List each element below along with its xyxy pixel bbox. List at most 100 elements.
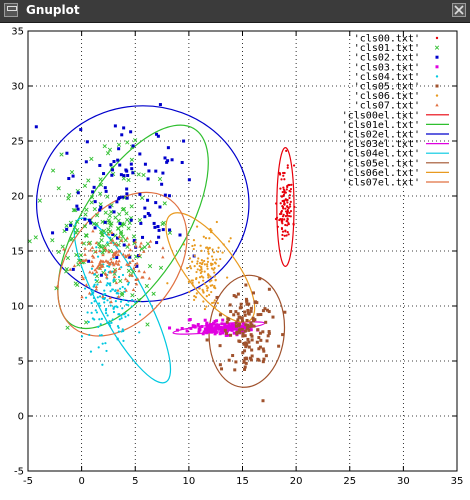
point-cls01txt (60, 153, 64, 157)
point-cls06txt (230, 237, 232, 239)
point-cls05txt (259, 313, 262, 316)
point-cls02txt (158, 229, 161, 232)
point-cls04txt (91, 268, 93, 270)
point-cls00txt (281, 238, 283, 240)
point-cls04txt (94, 279, 96, 281)
point-cls04txt (92, 290, 94, 292)
point-cls01txt (122, 177, 126, 181)
point-cls02txt (132, 144, 135, 147)
point-cls04txt (99, 295, 101, 297)
point-cls07txt (124, 277, 127, 280)
point-cls04txt (109, 325, 111, 327)
point-cls05txt (238, 316, 241, 319)
point-cls05txt (237, 324, 240, 327)
point-cls01txt (161, 222, 165, 226)
point-cls04txt (103, 298, 105, 300)
point-cls05txt (241, 319, 244, 322)
point-cls04txt (86, 311, 88, 313)
point-cls05txt (250, 333, 253, 336)
point-cls07txt (88, 270, 91, 273)
point-cls04txt (127, 300, 129, 302)
point-cls06txt (192, 282, 194, 284)
point-cls06txt (226, 276, 228, 278)
point-cls05txt (262, 399, 265, 402)
point-cls02txt (109, 163, 112, 166)
point-cls01txt (125, 141, 129, 145)
x-tick-label: 35 (451, 476, 464, 487)
point-cls05txt (281, 333, 284, 336)
point-cls05txt (234, 360, 237, 363)
point-cls07txt (91, 264, 94, 267)
point-cls04txt (106, 241, 108, 243)
point-cls03txt (210, 327, 213, 330)
point-cls04txt (103, 290, 105, 292)
point-cls04txt (134, 301, 136, 303)
point-cls05txt (245, 300, 248, 303)
point-cls05txt (238, 328, 241, 331)
point-cls06txt (188, 281, 190, 283)
point-cls01txt (99, 178, 103, 182)
point-cls02txt (102, 172, 105, 175)
point-cls02txt (112, 160, 115, 163)
point-cls03txt (202, 332, 205, 335)
point-cls03txt (215, 323, 218, 326)
point-cls05txt (243, 342, 246, 345)
point-cls05txt (254, 300, 257, 303)
point-cls01txt (138, 218, 142, 222)
point-cls07txt (161, 255, 164, 258)
point-cls04txt (121, 307, 123, 309)
point-cls02txt (129, 130, 132, 133)
point-cls02txt (104, 221, 107, 224)
point-cls07txt (95, 288, 98, 291)
point-cls02txt (130, 219, 133, 222)
close-icon[interactable] (452, 3, 466, 17)
point-cls00txt (283, 218, 285, 220)
ellipse-cls00eltxt (277, 148, 294, 267)
point-cls04txt (127, 283, 129, 285)
point-cls01txt (108, 214, 112, 218)
point-cls00txt (280, 202, 282, 204)
point-cls06txt (205, 237, 207, 239)
point-cls02txt (87, 260, 90, 263)
point-cls02txt (93, 186, 96, 189)
point-cls01txt (133, 138, 137, 142)
point-cls02txt (89, 221, 92, 224)
point-cls05txt (228, 359, 231, 362)
point-cls02txt (158, 205, 161, 208)
point-cls07txt (131, 259, 134, 262)
point-cls05txt (219, 313, 222, 316)
window-title: Gnuplot (26, 3, 80, 17)
point-cls04txt (101, 318, 103, 320)
point-cls06txt (217, 302, 219, 304)
point-cls02txt (147, 177, 150, 180)
point-cls05txt (220, 367, 223, 370)
point-cls06txt (228, 240, 230, 242)
point-cls03txt (233, 332, 236, 335)
point-cls04txt (122, 299, 124, 301)
point-cls06txt (208, 237, 210, 239)
window-menu-icon[interactable] (4, 3, 18, 17)
point-cls05txt (216, 296, 219, 299)
point-cls06txt (194, 265, 196, 267)
point-cls01txt (127, 178, 131, 182)
point-cls05txt (246, 309, 249, 312)
point-cls05txt (262, 309, 265, 312)
point-cls04txt (93, 297, 95, 299)
point-cls02txt (113, 210, 116, 213)
point-cls04txt (117, 325, 119, 327)
point-cls02txt (88, 219, 91, 222)
point-cls05txt (251, 338, 254, 341)
point-cls00txt (282, 186, 284, 188)
point-cls02txt (125, 192, 128, 195)
point-cls05txt (257, 336, 260, 339)
point-cls04txt (112, 280, 114, 282)
point-cls04txt (122, 286, 124, 288)
point-cls04txt (91, 312, 93, 314)
point-cls05txt (258, 277, 261, 280)
point-cls04txt (108, 266, 110, 268)
point-cls05txt (257, 313, 260, 316)
cluster-ellipses (28, 102, 294, 394)
point-cls01txt (84, 213, 88, 217)
point-cls00txt (281, 227, 283, 229)
point-cls00txt (275, 202, 277, 204)
